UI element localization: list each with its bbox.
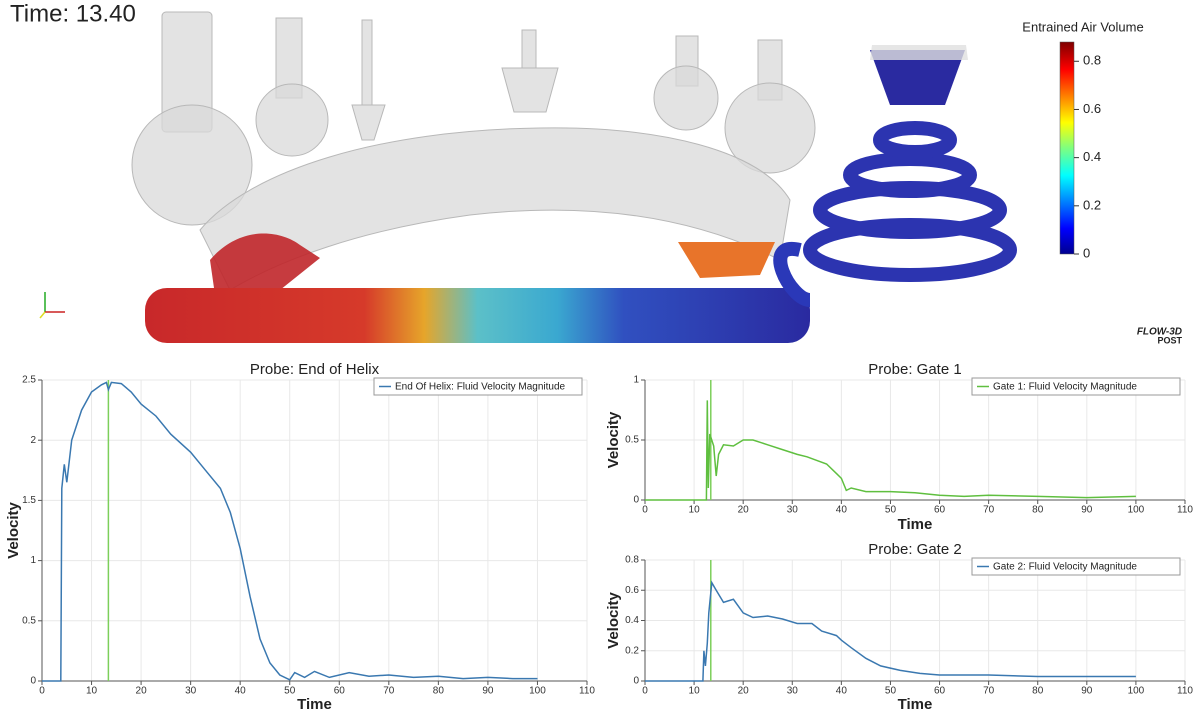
series-line: [42, 381, 538, 682]
x-axis-label: Time: [898, 696, 933, 713]
y-axis-label: Velocity: [5, 501, 22, 558]
colorbar-title: Entrained Air Volume: [1022, 19, 1143, 34]
x-axis-label: Time: [297, 696, 332, 713]
x-tick-label: 100: [1128, 686, 1145, 697]
x-tick-label: 30: [787, 686, 799, 697]
x-tick-label: 40: [235, 686, 247, 697]
x-tick-label: 80: [1032, 505, 1044, 516]
x-tick-label: 80: [433, 686, 445, 697]
y-axis-label: Velocity: [605, 411, 622, 468]
colorbar-tick-label: 0.2: [1083, 197, 1101, 212]
y-tick-label: 0.2: [625, 645, 639, 656]
x-tick-label: 20: [738, 505, 750, 516]
y-tick-label: 0.8: [625, 555, 639, 566]
logo: FLOW-3D: [1137, 327, 1182, 338]
y-tick-label: 2.5: [22, 375, 36, 386]
series-line: [645, 400, 1136, 501]
y-tick-label: 0.5: [22, 615, 36, 626]
colorbar-gradient: [1059, 41, 1075, 255]
x-tick-label: 50: [885, 505, 897, 516]
y-tick-label: 2: [30, 435, 36, 446]
colorbar-tick-label: 0: [1083, 245, 1090, 260]
legend-box: [373, 377, 583, 396]
colorbar-tick-label: 0.8: [1083, 53, 1101, 68]
y-tick-label: 0: [30, 676, 36, 687]
x-tick-label: 40: [836, 505, 848, 516]
legend-label: End Of Helix: Fluid Velocity Magnitude: [395, 382, 566, 393]
x-tick-label: 50: [284, 686, 296, 697]
x-tick-label: 60: [334, 686, 346, 697]
time-label: Time: 13.40: [10, 0, 136, 27]
x-tick-label: 70: [983, 686, 995, 697]
x-tick-label: 90: [1081, 505, 1093, 516]
y-tick-label: 0: [633, 495, 639, 506]
x-tick-label: 20: [136, 686, 148, 697]
x-tick-label: 10: [86, 686, 98, 697]
logo-sub: POST: [1157, 335, 1182, 345]
x-tick-label: 100: [1128, 505, 1145, 516]
x-tick-label: 0: [642, 686, 648, 697]
y-tick-label: 0.4: [625, 615, 639, 626]
y-tick-label: 0.5: [625, 435, 639, 446]
x-tick-label: 10: [689, 505, 701, 516]
y-tick-label: 0: [633, 676, 639, 687]
chart-title: Probe: Gate 2: [868, 541, 961, 558]
casting-render: [39, 11, 1017, 343]
x-tick-label: 100: [529, 686, 546, 697]
x-tick-label: 60: [934, 686, 946, 697]
legend-label: Gate 2: Fluid Velocity Magnitude: [993, 562, 1137, 573]
x-tick-label: 10: [689, 686, 701, 697]
y-tick-label: 1.5: [22, 495, 36, 506]
chart-title: Probe: End of Helix: [250, 361, 380, 378]
x-tick-label: 90: [1081, 686, 1093, 697]
x-tick-label: 70: [983, 505, 995, 516]
series-line: [645, 580, 1136, 682]
x-tick-label: 60: [934, 505, 946, 516]
y-tick-label: 1: [30, 555, 36, 566]
x-tick-label: 30: [787, 505, 799, 516]
x-tick-label: 80: [1032, 686, 1044, 697]
x-axis-label: Time: [898, 516, 933, 533]
x-tick-label: 0: [39, 686, 45, 697]
legend-box: [971, 377, 1181, 396]
colorbar-tick-label: 0.6: [1083, 101, 1101, 116]
x-tick-label: 50: [885, 686, 897, 697]
colorbar-tick-label: 0.4: [1083, 149, 1101, 164]
x-tick-label: 20: [738, 686, 750, 697]
x-tick-label: 40: [836, 686, 848, 697]
y-axis-label: Velocity: [605, 591, 622, 648]
y-tick-label: 1: [633, 375, 639, 386]
legend-box: [971, 557, 1181, 576]
x-tick-label: 110: [1177, 686, 1193, 697]
x-tick-label: 70: [383, 686, 395, 697]
x-tick-label: 110: [579, 686, 595, 697]
x-tick-label: 30: [185, 686, 197, 697]
x-tick-label: 0: [642, 505, 648, 516]
legend-label: Gate 1: Fluid Velocity Magnitude: [993, 382, 1137, 393]
y-tick-label: 0.6: [625, 585, 639, 596]
x-tick-label: 110: [1177, 505, 1193, 516]
x-tick-label: 90: [482, 686, 494, 697]
chart-title: Probe: Gate 1: [868, 361, 961, 378]
